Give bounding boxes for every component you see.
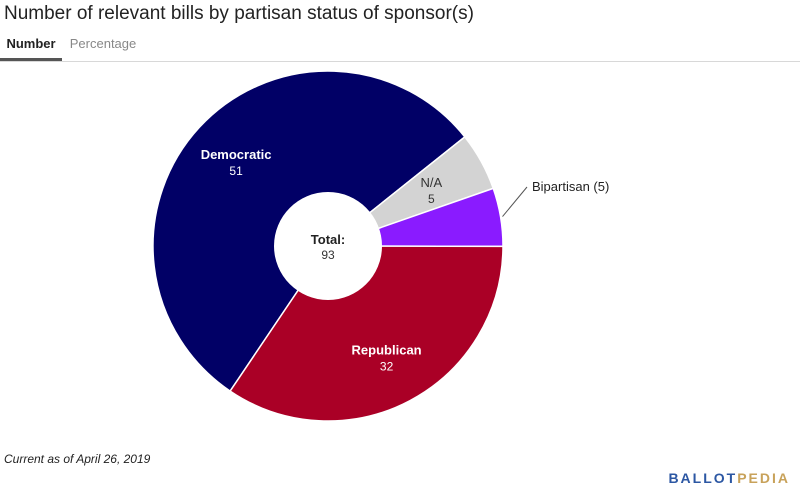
tab-number[interactable]: Number (0, 30, 62, 61)
logo-part-ballot: BALLOT (668, 470, 738, 486)
center-value: 93 (321, 248, 335, 262)
tab-percentage[interactable]: Percentage (69, 36, 137, 51)
donut-hole (274, 192, 382, 300)
logo-part-pedia: PEDIA (737, 470, 790, 486)
bipartisan-outside-label: Bipartisan (5) (532, 179, 609, 194)
slice-value-n-a: 5 (428, 192, 435, 206)
slice-value-republican: 32 (380, 359, 394, 373)
slice-label-n-a: N/A (420, 175, 442, 190)
bipartisan-leader-line (502, 186, 528, 217)
ballotpedia-logo[interactable]: BALLOTPEDIA (668, 470, 790, 486)
view-tabs: Number Percentage (0, 30, 800, 62)
footnote: Current as of April 26, 2019 (4, 452, 151, 466)
slice-value-democratic: 51 (229, 164, 243, 178)
slice-label-democratic: Democratic (201, 147, 272, 162)
center-label: Total: (311, 232, 345, 247)
slice-label-republican: Republican (352, 342, 422, 357)
chart-title: Number of relevant bills by partisan sta… (4, 3, 474, 24)
slice-republican[interactable] (229, 245, 504, 422)
